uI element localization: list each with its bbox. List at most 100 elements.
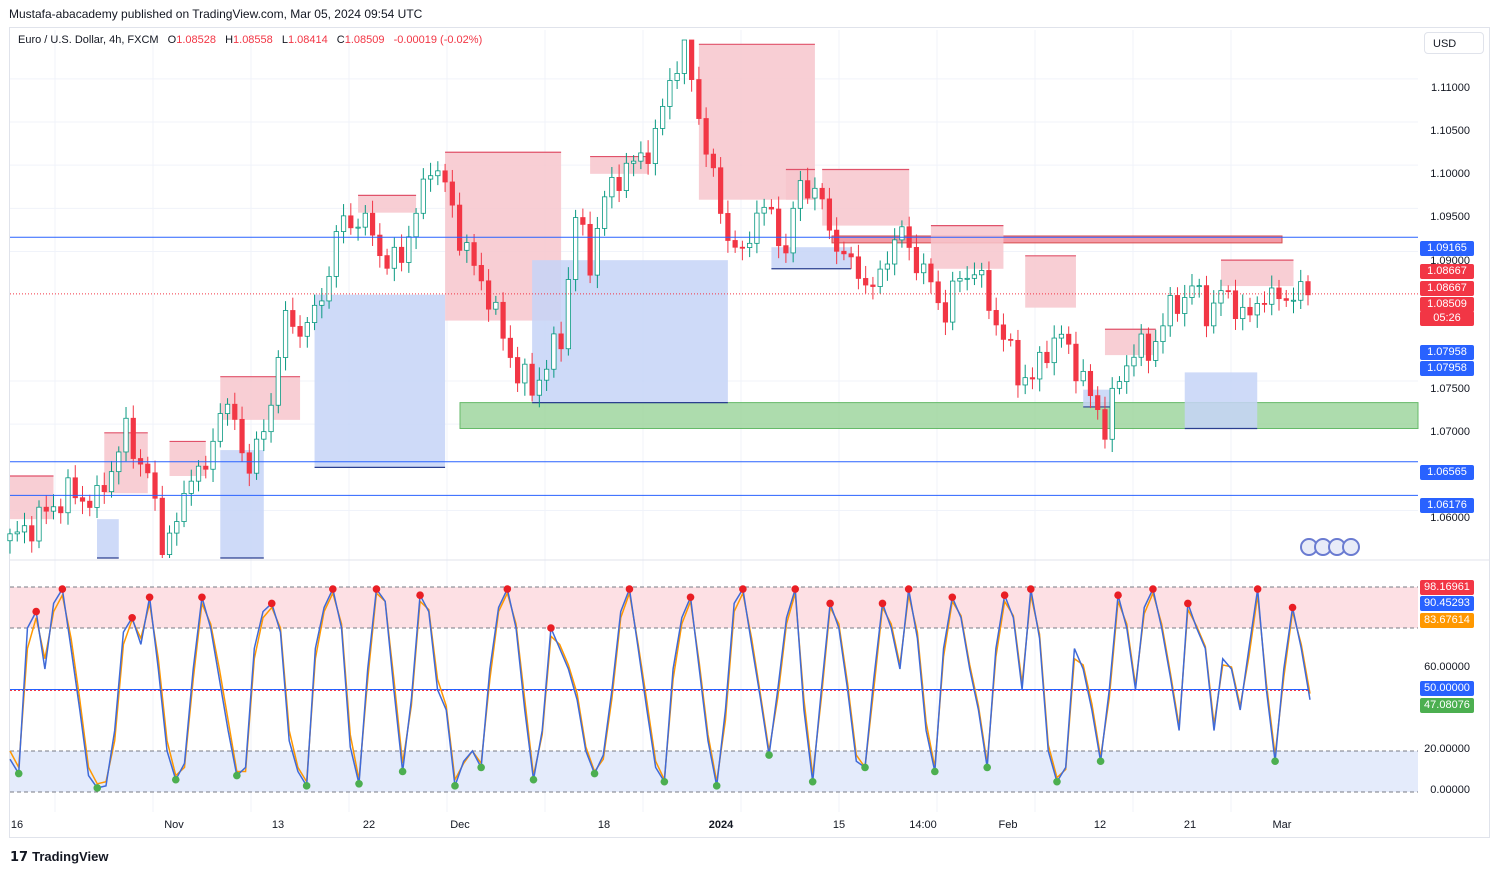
stoch-peak-dot xyxy=(739,585,747,593)
event-flag-icon[interactable] xyxy=(1342,538,1360,556)
stoch-peak-dot xyxy=(267,599,276,608)
candle-body xyxy=(224,403,231,414)
price-tag: 05:26 xyxy=(1420,311,1474,326)
currency-button[interactable]: USD xyxy=(1424,32,1484,54)
brand-name: TradingView xyxy=(32,849,109,864)
candle-body xyxy=(1029,377,1036,380)
candle-body xyxy=(1022,377,1028,386)
candle-body xyxy=(14,531,20,535)
overbought-band xyxy=(10,587,1418,628)
candle-body xyxy=(805,180,811,199)
stoch-peak-dot xyxy=(372,585,381,593)
legend-close: 1.08509 xyxy=(344,34,385,46)
candle-body xyxy=(783,245,789,254)
candle-body xyxy=(152,472,158,499)
time-tick: 12 xyxy=(1093,819,1107,831)
legend-open: 1.08528 xyxy=(176,34,216,46)
candle-body xyxy=(1276,287,1282,300)
candle-body xyxy=(580,217,586,225)
candle-body xyxy=(573,217,579,280)
candle-body xyxy=(1196,285,1202,288)
candle-body xyxy=(696,79,702,119)
candle-body xyxy=(391,246,397,269)
candle-body xyxy=(348,215,354,229)
stoch-trough-dot xyxy=(451,782,459,790)
candle-body xyxy=(362,212,368,228)
candle-body xyxy=(1058,333,1065,339)
stoch-trough-dot xyxy=(14,769,23,778)
candle-body xyxy=(892,239,898,265)
candle-body xyxy=(638,152,644,162)
tradingview-logo[interactable]: 17 TradingView xyxy=(10,849,108,865)
candle-body xyxy=(1225,290,1231,293)
candle-body xyxy=(689,39,695,80)
stoch-trough-dot xyxy=(398,767,407,776)
stoch-trough-dot xyxy=(660,777,669,786)
candle-body xyxy=(1153,341,1159,361)
sr-boxes-layer xyxy=(10,43,1294,559)
legend-high-label: H xyxy=(225,34,234,46)
candle-body xyxy=(195,465,202,482)
stoch-peak-dot xyxy=(878,599,887,608)
candle-body xyxy=(1182,297,1188,314)
time-tick: 14:00 xyxy=(909,819,937,831)
candle-body xyxy=(108,471,115,493)
candle-body xyxy=(485,280,492,310)
candle-body xyxy=(123,417,129,453)
candle-body xyxy=(29,525,35,542)
candle-body xyxy=(500,301,506,339)
candle-body xyxy=(239,418,245,454)
legend-change: -0.00019 (-0.02%) xyxy=(393,34,483,46)
candle-body xyxy=(1211,302,1217,327)
candle-body xyxy=(7,533,13,542)
price-tick: 1.10000 xyxy=(1430,168,1470,180)
candle-body xyxy=(681,39,687,74)
resistance-box xyxy=(1025,255,1076,308)
candle-body xyxy=(145,463,151,474)
tradingview-logo-icon: 17 xyxy=(10,850,29,865)
stoch-peak-dot xyxy=(1253,585,1262,593)
candle-body xyxy=(246,452,252,474)
time-tick: 13 xyxy=(271,819,285,831)
candle-body xyxy=(739,246,745,249)
candle-body xyxy=(319,300,325,306)
candle-body xyxy=(1138,333,1144,358)
candle-body xyxy=(971,274,978,279)
candle-body xyxy=(558,333,564,350)
horizontal-lines-layer xyxy=(10,236,1418,496)
time-tick: Mar xyxy=(1272,819,1292,831)
candle-body xyxy=(754,212,760,244)
candle-body xyxy=(442,170,448,183)
stoch-peak-dot xyxy=(547,624,555,632)
symbol-legend: Euro / U.S. Dollar, 4h, FXCM O1.08528 H1… xyxy=(18,34,482,46)
stoch-peak-dot xyxy=(329,585,337,593)
support-zone xyxy=(459,402,1419,430)
candle-body xyxy=(493,301,499,310)
candle-body xyxy=(1066,333,1072,345)
candle-body xyxy=(1174,295,1181,314)
candle-body xyxy=(340,215,347,232)
candle-body xyxy=(1203,285,1210,327)
stoch-peak-dot xyxy=(1184,599,1192,608)
candle-body xyxy=(718,167,724,214)
candle-body xyxy=(420,178,426,214)
time-tick: 18 xyxy=(597,819,611,831)
candle-body xyxy=(1283,298,1289,301)
economic-events[interactable] xyxy=(1300,538,1364,556)
candle-body xyxy=(369,212,376,236)
stoch-trough-dot xyxy=(712,782,721,790)
candle-body xyxy=(942,302,949,323)
osc-tick: 0.00000 xyxy=(1430,784,1470,796)
candle-body xyxy=(43,506,49,512)
stoch-trough-dot xyxy=(1096,757,1105,766)
candle-body xyxy=(812,187,818,199)
candle-body xyxy=(1240,306,1246,320)
stoch-peak-dot xyxy=(503,585,512,593)
legend-low: 1.08414 xyxy=(287,34,328,46)
candle-body xyxy=(529,363,535,396)
candle-body xyxy=(282,310,289,358)
candle-body xyxy=(616,177,622,191)
candle-body xyxy=(413,212,419,238)
candle-body xyxy=(297,326,303,337)
